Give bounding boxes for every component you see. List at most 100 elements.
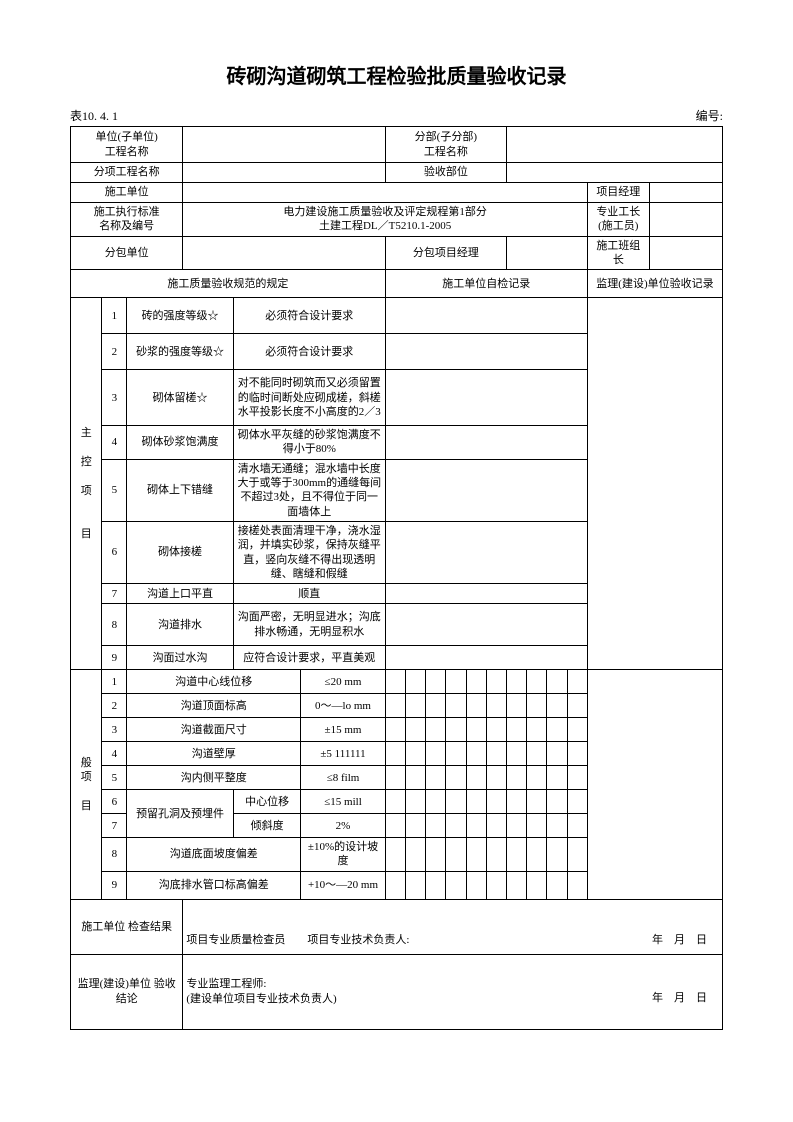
gen-8-c7 <box>507 838 527 872</box>
gen-5-c10 <box>567 766 587 790</box>
gen-1-item: 沟道中心线位移 <box>127 670 301 694</box>
gen-4-item: 沟道壁厚 <box>127 742 301 766</box>
gen-1-c5 <box>466 670 486 694</box>
lbl-sub-project: 分部(子分部) 工程名称 <box>385 127 506 163</box>
gen-row-1: 般 项 目 1 沟道中心线位移 ≤20 mm <box>71 670 723 694</box>
gen-3-item: 沟道截面尺寸 <box>127 718 301 742</box>
gen-7-c6 <box>486 814 506 838</box>
gen-3-c8 <box>527 718 547 742</box>
val-accept-dept <box>507 163 723 183</box>
gen-2-c7 <box>507 694 527 718</box>
page-title: 砖砌沟道砌筑工程检验批质量验收记录 <box>70 60 723 89</box>
gen-6-c2 <box>405 790 425 814</box>
gen-9-c1 <box>385 871 405 899</box>
gen-4-c6 <box>486 742 506 766</box>
val-unit-project <box>183 127 385 163</box>
gen-7-c3 <box>426 814 446 838</box>
main-supervise <box>587 298 722 670</box>
gen-1-c10 <box>567 670 587 694</box>
gen-1-c1 <box>385 670 405 694</box>
main-2-rule: 必须符合设计要求 <box>233 334 385 370</box>
gen-7-c2 <box>405 814 425 838</box>
gen-4-c8 <box>527 742 547 766</box>
gen-6-n: 6 <box>102 790 127 814</box>
main-3-rule: 对不能同时砌筑而又必须留置的临时间断处应砌成槎，斜槎水平投影长度不小高度的2／3 <box>233 370 385 426</box>
gen-2-c5 <box>466 694 486 718</box>
hdr-row-sub: 分包单位 分包项目经理 施工班组长 <box>71 236 723 270</box>
gen-7-sub: 倾斜度 <box>233 814 300 838</box>
gen-5-n: 5 <box>102 766 127 790</box>
gen-1-c8 <box>527 670 547 694</box>
lbl-team-leader: 施工班组长 <box>587 236 649 270</box>
gen-4-c10 <box>567 742 587 766</box>
gen-9-c6 <box>486 871 506 899</box>
lbl-std: 施工执行标准 名称及编号 <box>71 203 183 237</box>
gen-2-c9 <box>547 694 567 718</box>
hdr-row-unit: 单位(子单位) 工程名称 分部(子分部) 工程名称 <box>71 127 723 163</box>
gen-6-c10 <box>567 790 587 814</box>
main-9-sc <box>385 646 587 670</box>
main-7-n: 7 <box>102 584 127 604</box>
gen-8-c3 <box>426 838 446 872</box>
gen-1-c4 <box>446 670 466 694</box>
gen-3-rule: ±15 mm <box>301 718 385 742</box>
gen-3-c6 <box>486 718 506 742</box>
gen-4-n: 4 <box>102 742 127 766</box>
footer-construct: 施工单位 检查结果 项目专业质量检查员 项目专业技术负责人: 年 月 日 <box>71 899 723 954</box>
gen-3-c7 <box>507 718 527 742</box>
gen-1-rule: ≤20 mm <box>301 670 385 694</box>
gen-7-c7 <box>507 814 527 838</box>
main-1-item: 砖的强度等级☆ <box>127 298 234 334</box>
gen-4-c2 <box>405 742 425 766</box>
gen-9-c5 <box>466 871 486 899</box>
main-9-rule: 应符合设计要求，平直美观 <box>233 646 385 670</box>
main-7-sc <box>385 584 587 604</box>
lbl-construct-result: 施工单位 检查结果 <box>71 899 183 954</box>
gen-6-c1 <box>385 790 405 814</box>
gen-2-item: 沟道顶面标高 <box>127 694 301 718</box>
gen-6-c7 <box>507 790 527 814</box>
gen-9-c4 <box>446 871 466 899</box>
gen-7-c5 <box>466 814 486 838</box>
lbl-self-check: 施工单位自检记录 <box>385 270 587 298</box>
lbl-supervise: 监理(建设)单位验收记录 <box>587 270 722 298</box>
gen-9-c7 <box>507 871 527 899</box>
gen-5-c2 <box>405 766 425 790</box>
val-std: 电力建设施工质量验收及评定规程第1部分 土建工程DL／T5210.1-2005 <box>183 203 588 237</box>
gen-2-c3 <box>426 694 446 718</box>
val-item-project <box>183 163 385 183</box>
gen-2-c4 <box>446 694 466 718</box>
gen-6-c4 <box>446 790 466 814</box>
hdr-row-construct: 施工单位 项目经理 <box>71 183 723 203</box>
gen-2-c1 <box>385 694 405 718</box>
main-1-n: 1 <box>102 298 127 334</box>
val-team-leader <box>649 236 722 270</box>
main-8-item: 沟道排水 <box>127 604 234 646</box>
main-4-sc <box>385 426 587 460</box>
val-pro-chief <box>649 203 722 237</box>
gen-5-c7 <box>507 766 527 790</box>
main-7-rule: 顺直 <box>233 584 385 604</box>
lbl-accept-dept: 验收部位 <box>385 163 506 183</box>
gen-2-c6 <box>486 694 506 718</box>
lbl-pm: 项目经理 <box>587 183 649 203</box>
val-sub-pm <box>507 236 588 270</box>
gen-3-c2 <box>405 718 425 742</box>
lbl-item-project: 分项工程名称 <box>71 163 183 183</box>
gen-3-n: 3 <box>102 718 127 742</box>
gen-2-c2 <box>405 694 425 718</box>
main-2-sc <box>385 334 587 370</box>
gen-8-n: 8 <box>102 838 127 872</box>
gen-1-c6 <box>486 670 506 694</box>
gen-3-c1 <box>385 718 405 742</box>
gen-3-c9 <box>547 718 567 742</box>
hdr-row-item: 分项工程名称 验收部位 <box>71 163 723 183</box>
main-8-n: 8 <box>102 604 127 646</box>
gen-5-c3 <box>426 766 446 790</box>
main-4-rule: 砌体水平灰缝的砂浆饱满度不得小于80% <box>233 426 385 460</box>
main-8-rule: 沟面严密，无明显进水；沟底排水畅通，无明显积水 <box>233 604 385 646</box>
gen-7-c1 <box>385 814 405 838</box>
table-number: 表10. 4. 1 <box>70 107 118 124</box>
main-6-rule: 接槎处表面清理干净，浇水湿润，并填实砂浆，保持灰缝平直，竖向灰缝不得出现透明缝、… <box>233 521 385 583</box>
gen-9-n: 9 <box>102 871 127 899</box>
